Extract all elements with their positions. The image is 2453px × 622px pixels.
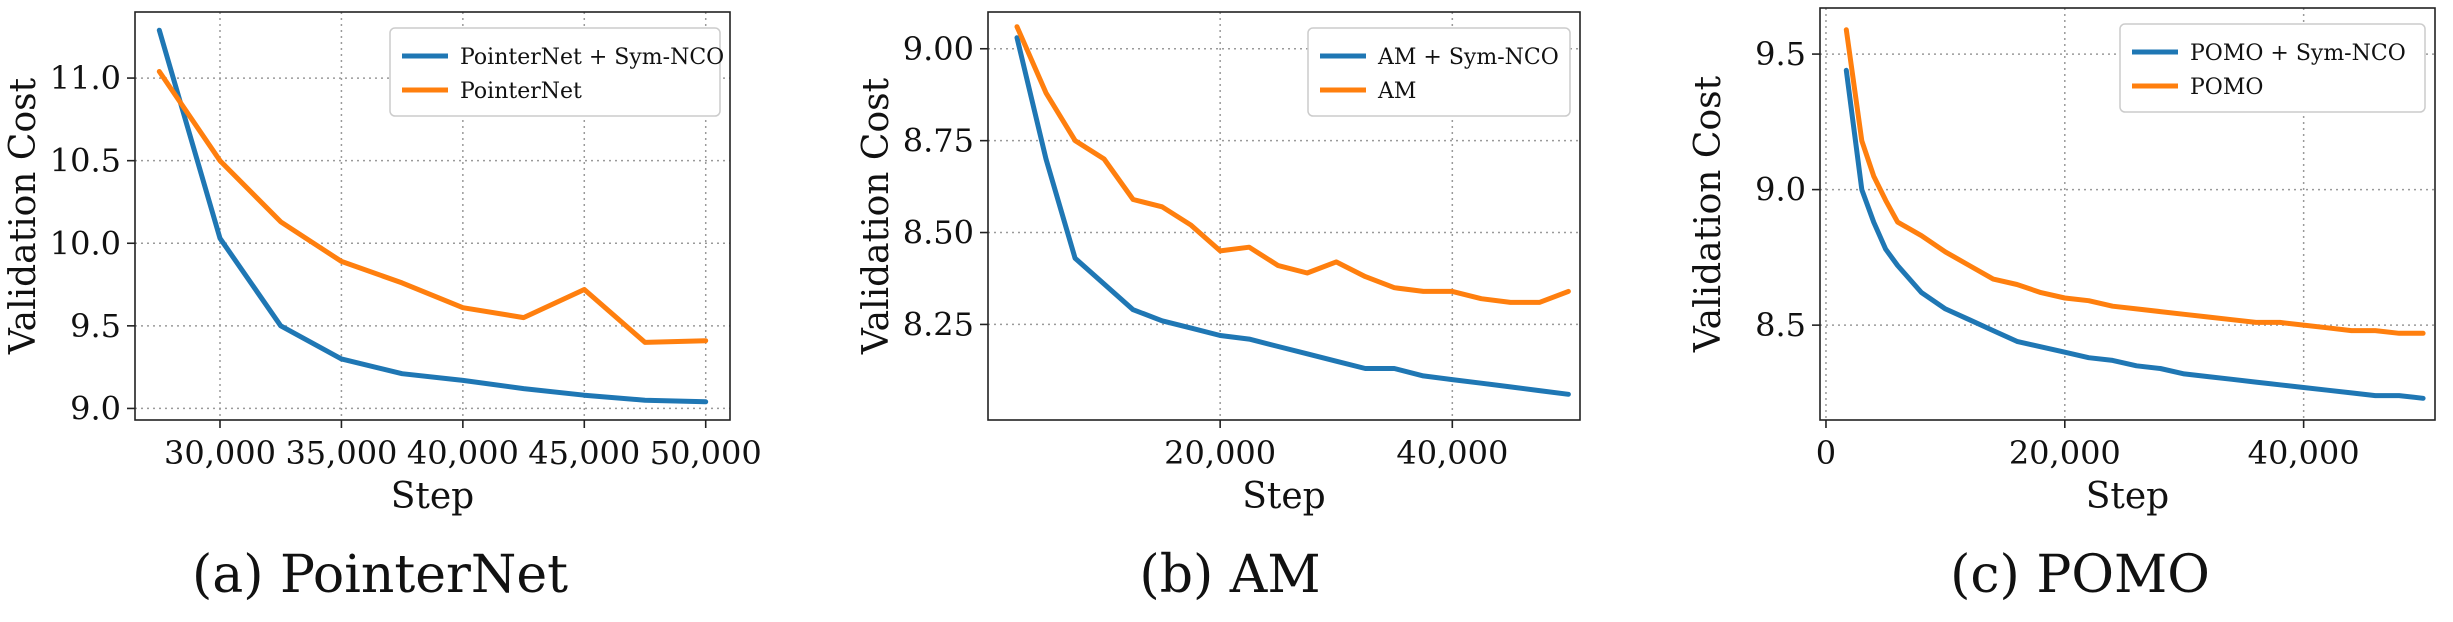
series-line-baseline [156,69,709,345]
series-line-baseline [1014,24,1571,305]
legend-label: PointerNet + Sym-NCO [460,45,724,70]
x-axis-label: Step [391,476,474,517]
x-tick-label: 45,000 [528,434,640,472]
y-tick-label: 10.0 [50,224,121,262]
x-tick-label: 35,000 [285,434,397,472]
y-axis-label: Validation Cost [1688,75,1729,353]
y-tick-label: 9.0 [1755,171,1806,209]
y-tick-label: 8.75 [903,122,974,160]
x-tick-label: 40,000 [407,434,519,472]
y-tick-label: 9.00 [903,30,974,68]
legend: POMO + Sym-NCO POMO [2119,23,2426,113]
subfigure-caption: (a) PointerNet [192,545,568,605]
legend-box [2119,23,2426,113]
y-tick-label: 9.5 [1755,35,1806,73]
series-line-sym-nco [156,27,709,405]
x-tick-label: 50,000 [650,434,762,472]
x-tick-label: 40,000 [2248,434,2360,472]
subfigure-caption: (c) POMO [1950,545,2210,605]
subfigure-caption: (b) AM [1139,545,1320,605]
legend-label: POMO [2190,75,2263,100]
series-line-sym-nco [1843,67,2426,401]
legend: PointerNet + Sym-NCO PointerNet [389,27,724,117]
x-tick-label: 0 [1816,434,1836,472]
y-tick-label: 11.0 [50,59,121,97]
chart-am: 20,000 40,000 8.25 8.50 8.75 9.00 Step Validati… [856,11,1581,605]
legend-label: PointerNet [460,79,582,104]
x-tick-label: 40,000 [1396,434,1508,472]
legend-label: AM + Sym-NCO [1377,45,1559,70]
x-tick-label: 20,000 [1164,434,1276,472]
plot-frame [1819,7,2436,421]
plot-frame [134,11,731,421]
legend-label: POMO + Sym-NCO [2190,41,2406,66]
x-tick-label: 30,000 [164,434,276,472]
y-tick-label: 8.50 [903,214,974,252]
y-axis-label: Validation Cost [3,77,44,355]
y-tick-label: 9.0 [70,389,121,427]
series-line-sym-nco [1014,35,1571,397]
series-line-baseline [1843,27,2426,336]
legend: AM + Sym-NCO AM [1307,27,1571,117]
legend-label: AM [1377,79,1416,104]
legend-box [389,27,721,117]
x-axis-label: Step [2086,476,2169,517]
chart-pointernet: 30,000 35,000 40,000 45,000 50,000 9.0 9.5 10.0… [3,11,762,605]
y-tick-label: 10.5 [50,142,121,180]
x-axis-label: Step [1242,476,1325,517]
plot-frame [987,11,1581,421]
y-axis-label: Validation Cost [856,77,897,355]
y-tick-label: 8.5 [1755,306,1806,344]
y-tick-label: 9.5 [70,307,121,345]
y-tick-label: 8.25 [903,305,974,343]
x-tick-label: 20,000 [2009,434,2121,472]
legend-box [1307,27,1571,117]
chart-pomo: 0 20,000 40,000 8.5 9.0 9.5 Step Validation Cos… [1688,7,2436,605]
